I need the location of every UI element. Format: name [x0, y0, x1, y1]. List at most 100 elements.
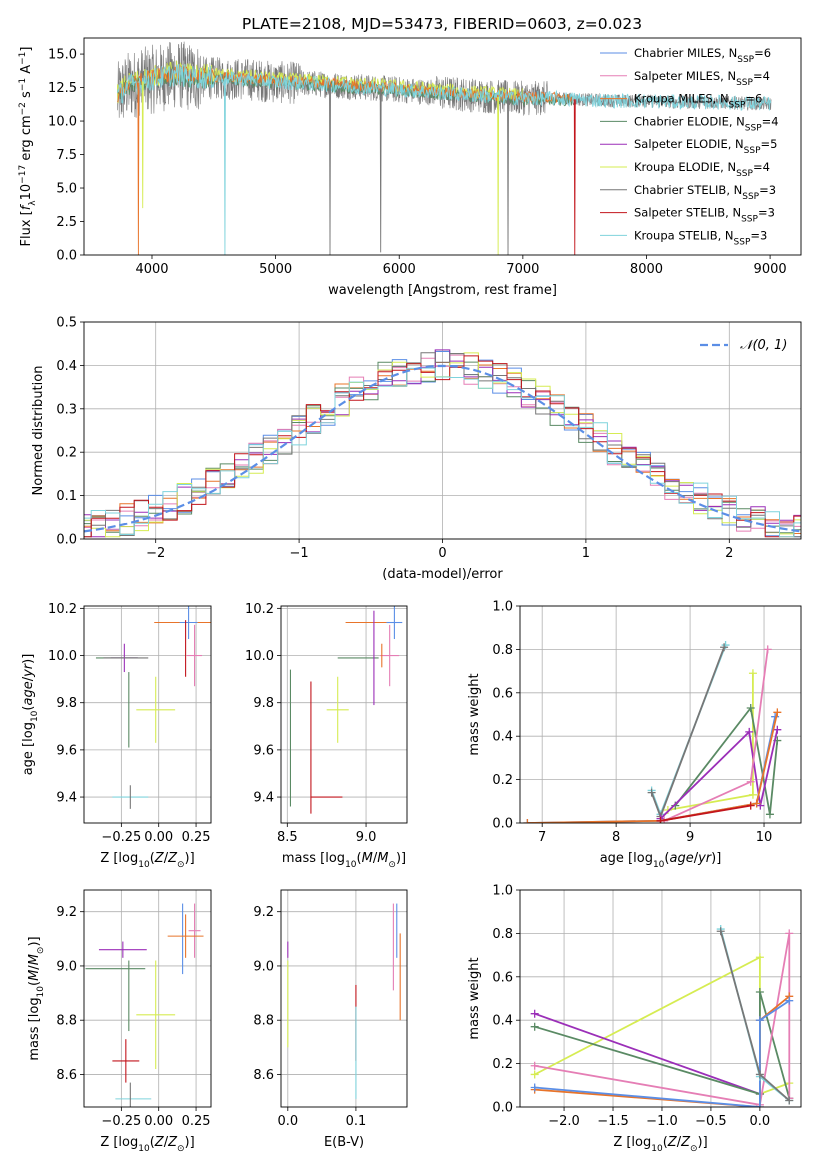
- label-part: SSP: [742, 192, 759, 202]
- label-part: Salpeter STELIB, N: [634, 206, 741, 220]
- label-part: Salpeter MILES, N: [634, 69, 736, 83]
- label-part: =3: [758, 206, 775, 220]
- label-part: =4: [753, 160, 770, 174]
- label-part: /: [21, 676, 36, 681]
- y-tick-label: 0.5: [56, 316, 77, 331]
- weight-marker: [530, 1070, 539, 1079]
- label-part: erg cm: [19, 115, 34, 164]
- label-part: )]: [698, 1135, 708, 1150]
- spectrum-drop: [141, 81, 144, 209]
- plot-area-age_vs_mass: [289, 606, 403, 814]
- label-part: age [log: [600, 851, 653, 866]
- x-tick-label: −0.5: [695, 1114, 727, 1129]
- label-part: mass [log: [27, 997, 42, 1060]
- label-part: (: [150, 1135, 155, 1150]
- panel-spectrum: 4000 5000 6000 7000 8000 9000 0.0 2.5 5.0 7.5 10.0…: [18, 37, 802, 298]
- label-part: =4: [762, 114, 779, 128]
- plot-area-residuals: [84, 349, 801, 538]
- label-part: M: [362, 851, 373, 866]
- label-part: −17: [18, 165, 28, 184]
- errorbar-point: [136, 676, 176, 743]
- label-part: M: [27, 970, 42, 981]
- weight-marker: [752, 799, 761, 808]
- weight-marker: [530, 1009, 539, 1018]
- x-axis-label: Z [log10(Z/Z⊙)]: [100, 851, 194, 870]
- axes-frame: [280, 889, 408, 1108]
- weight-line: [719, 928, 790, 1102]
- label-part: /: [373, 851, 378, 866]
- label-part: ⊙: [36, 947, 46, 955]
- label-part: )]: [27, 936, 42, 946]
- label-part: −1: [18, 78, 28, 91]
- label-part: Z: [680, 1135, 691, 1150]
- label-part: −2: [18, 102, 28, 115]
- y-axis-label: mass [log10(M/M⊙)]: [27, 936, 46, 1060]
- label-part: mass [log: [282, 851, 345, 866]
- x-tick-label: 7000: [506, 262, 539, 277]
- histogram-step: [84, 351, 801, 538]
- axes-frame: [83, 605, 212, 824]
- y-tick-label: 0.8: [492, 643, 513, 658]
- axes-frame: [519, 605, 802, 824]
- y-tick-label: 10.2: [48, 602, 77, 617]
- plot-area-mass_vs_Z: [85, 903, 204, 1107]
- label-part: ⊙: [388, 860, 396, 870]
- label-part: age [log: [21, 722, 36, 775]
- legend-label: Kroupa MILES, NSSP=6: [634, 92, 762, 111]
- x-tick-label: 9000: [754, 262, 787, 277]
- errorbar-point: [326, 676, 349, 743]
- x-axis-label: E(B-V): [324, 1135, 364, 1150]
- y-tick-label: 0.0: [56, 533, 77, 548]
- errorbar-point: [98, 941, 147, 958]
- x-tick-label: −0.25: [101, 830, 141, 845]
- weight-marker: [785, 1096, 794, 1105]
- spectrum-drop: [223, 78, 226, 255]
- y-tick-label: 0.8: [492, 927, 513, 942]
- weight-line: [659, 729, 779, 820]
- legend-label: Salpeter ELODIE, NSSP=5: [634, 137, 777, 156]
- x-tick-label: 8000: [630, 262, 663, 277]
- plot-area-age_vs_Z: [95, 606, 211, 809]
- label-part: Z [log: [100, 851, 138, 866]
- y-tick-label: 12.5: [48, 81, 77, 96]
- legend: 𝒩(0, 1): [700, 338, 787, 353]
- weight-marker: [656, 816, 665, 823]
- weight-line: [660, 804, 751, 822]
- label-part: Chabrier ELODIE, N: [634, 114, 745, 128]
- label-part: (: [150, 851, 155, 866]
- y-tick-label: 9.2: [253, 905, 274, 920]
- y-tick-label: 5.0: [56, 182, 77, 197]
- y-tick-label: 9.6: [253, 743, 274, 758]
- weight-marker: [716, 927, 725, 936]
- label-part: Z: [154, 1135, 165, 1150]
- x-axis-label: Z [log10(Z/Z⊙)]: [613, 1135, 707, 1154]
- weight-marker: [755, 987, 764, 996]
- y-tick-label: 7.5: [56, 148, 77, 163]
- axes-frame: [280, 605, 408, 824]
- y-tick-label: 2.5: [56, 215, 77, 230]
- spectrum-model-line: [116, 64, 772, 111]
- label-part: (: [357, 851, 362, 866]
- x-tick-label: 8.5: [277, 830, 298, 845]
- x-axis-label: age [log10(age/yr)]: [600, 851, 722, 870]
- label-part: /: [164, 1135, 169, 1150]
- label-part: A: [19, 65, 34, 78]
- legend-label: 𝒩(0, 1): [740, 338, 787, 353]
- label-part: age: [669, 851, 693, 866]
- label-part: 10: [138, 1144, 150, 1154]
- weight-line: [719, 930, 790, 1102]
- y-tick-label: 0.2: [492, 1057, 513, 1072]
- errorbar-point: [187, 624, 203, 687]
- y-tick-label: 0.6: [492, 970, 513, 985]
- label-part: (: [21, 706, 36, 711]
- x-tick-label: −1.0: [646, 1114, 678, 1129]
- label-part: Z: [167, 851, 178, 866]
- y-tick-label: 9.8: [56, 696, 77, 711]
- label-part: Kroupa MILES, N: [634, 92, 729, 106]
- weight-marker: [720, 643, 729, 652]
- weight-marker: [530, 1061, 539, 1070]
- y-axis-label: age [log10(age/yr)]: [21, 654, 40, 776]
- label-part: /: [27, 965, 42, 970]
- label-part: Chabrier STELIB, N: [634, 183, 742, 197]
- label-part: (: [27, 981, 42, 986]
